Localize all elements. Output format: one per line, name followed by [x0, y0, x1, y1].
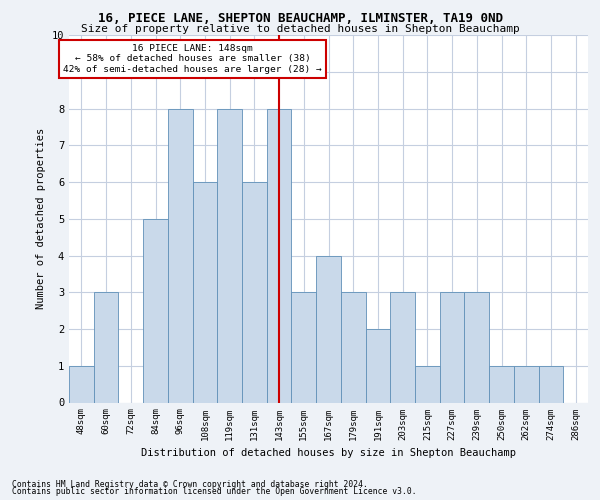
Bar [143, 219, 168, 402]
Text: Contains public sector information licensed under the Open Government Licence v3: Contains public sector information licen… [12, 487, 416, 496]
Bar [69, 366, 94, 403]
Bar [365, 329, 390, 402]
Bar [242, 182, 267, 402]
Bar [217, 108, 242, 403]
Bar [193, 182, 217, 402]
Bar [415, 366, 440, 403]
Bar [341, 292, 365, 403]
Bar [440, 292, 464, 403]
Bar [489, 366, 514, 403]
X-axis label: Distribution of detached houses by size in Shepton Beauchamp: Distribution of detached houses by size … [141, 448, 516, 458]
Bar [267, 108, 292, 403]
Text: Size of property relative to detached houses in Shepton Beauchamp: Size of property relative to detached ho… [80, 24, 520, 34]
Text: 16 PIECE LANE: 148sqm
← 58% of detached houses are smaller (38)
42% of semi-deta: 16 PIECE LANE: 148sqm ← 58% of detached … [63, 44, 322, 74]
Text: Contains HM Land Registry data © Crown copyright and database right 2024.: Contains HM Land Registry data © Crown c… [12, 480, 368, 489]
Bar [292, 292, 316, 403]
Bar [168, 108, 193, 403]
Text: 16, PIECE LANE, SHEPTON BEAUCHAMP, ILMINSTER, TA19 0ND: 16, PIECE LANE, SHEPTON BEAUCHAMP, ILMIN… [97, 12, 503, 26]
Bar [316, 256, 341, 402]
Y-axis label: Number of detached properties: Number of detached properties [36, 128, 46, 310]
Bar [464, 292, 489, 403]
Bar [390, 292, 415, 403]
Bar [514, 366, 539, 403]
Bar [94, 292, 118, 403]
Bar [539, 366, 563, 403]
